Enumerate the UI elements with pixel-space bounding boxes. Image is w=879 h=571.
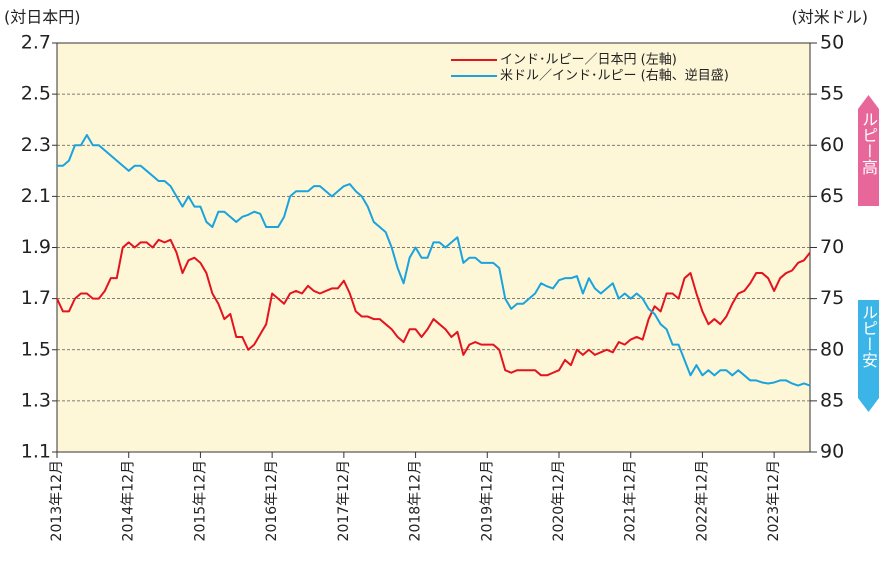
x-tick-label: 2023年12月 (766, 460, 782, 541)
badge-label: ルピー安 (859, 304, 878, 368)
x-tick-label: 2017年12月 (336, 460, 352, 541)
y2-tick-label: 75 (820, 287, 844, 309)
x-tick-label: 2019年12月 (479, 460, 495, 541)
x-tick-label: 2022年12月 (694, 460, 710, 541)
badge (858, 95, 879, 206)
y-tick-label: 1.7 (21, 287, 51, 309)
y-tick-label: 2.1 (21, 185, 51, 207)
y-axis-label: (対日本円) (4, 8, 81, 27)
y2-tick-label: 85 (820, 389, 844, 411)
y2-tick-label: 70 (820, 236, 844, 258)
y-tick-label: 1.1 (21, 441, 51, 463)
x-tick-label: 2020年12月 (551, 460, 567, 541)
y2-axis-label: (対米ドル) (792, 8, 869, 27)
y-tick-label: 1.3 (21, 389, 51, 411)
y-tick-label: 2.7 (21, 32, 51, 54)
x-tick-label: 2018年12月 (408, 460, 424, 541)
x-tick-label: 2013年12月 (49, 460, 65, 541)
y-tick-label: 1.5 (21, 338, 51, 360)
x-tick-label: 2014年12月 (121, 460, 137, 541)
y-tick-label: 2.3 (21, 134, 51, 156)
y2-tick-label: 65 (820, 185, 844, 207)
y2-tick-label: 80 (820, 338, 844, 360)
series-line (57, 134, 811, 387)
y2-tick-label: 90 (820, 441, 844, 463)
x-tick-label: 2015年12月 (192, 460, 208, 541)
x-tick-label: 2016年12月 (264, 460, 280, 541)
series-line (56, 238, 811, 377)
badge-label: ルピー高 (859, 111, 878, 175)
y2-tick-label: 50 (820, 32, 844, 54)
y-tick-label: 2.5 (21, 83, 51, 105)
x-tick-label: 2021年12月 (623, 460, 639, 541)
legend-label: 米ドル／インド･ルピー (右軸、逆目盛) (500, 68, 729, 84)
y2-tick-label: 60 (820, 134, 844, 156)
legend-label: インド･ルピー／日本円 (左軸) (500, 53, 677, 68)
y2-tick-label: 55 (820, 83, 844, 105)
y-tick-label: 1.9 (21, 236, 51, 258)
badge (858, 300, 879, 412)
